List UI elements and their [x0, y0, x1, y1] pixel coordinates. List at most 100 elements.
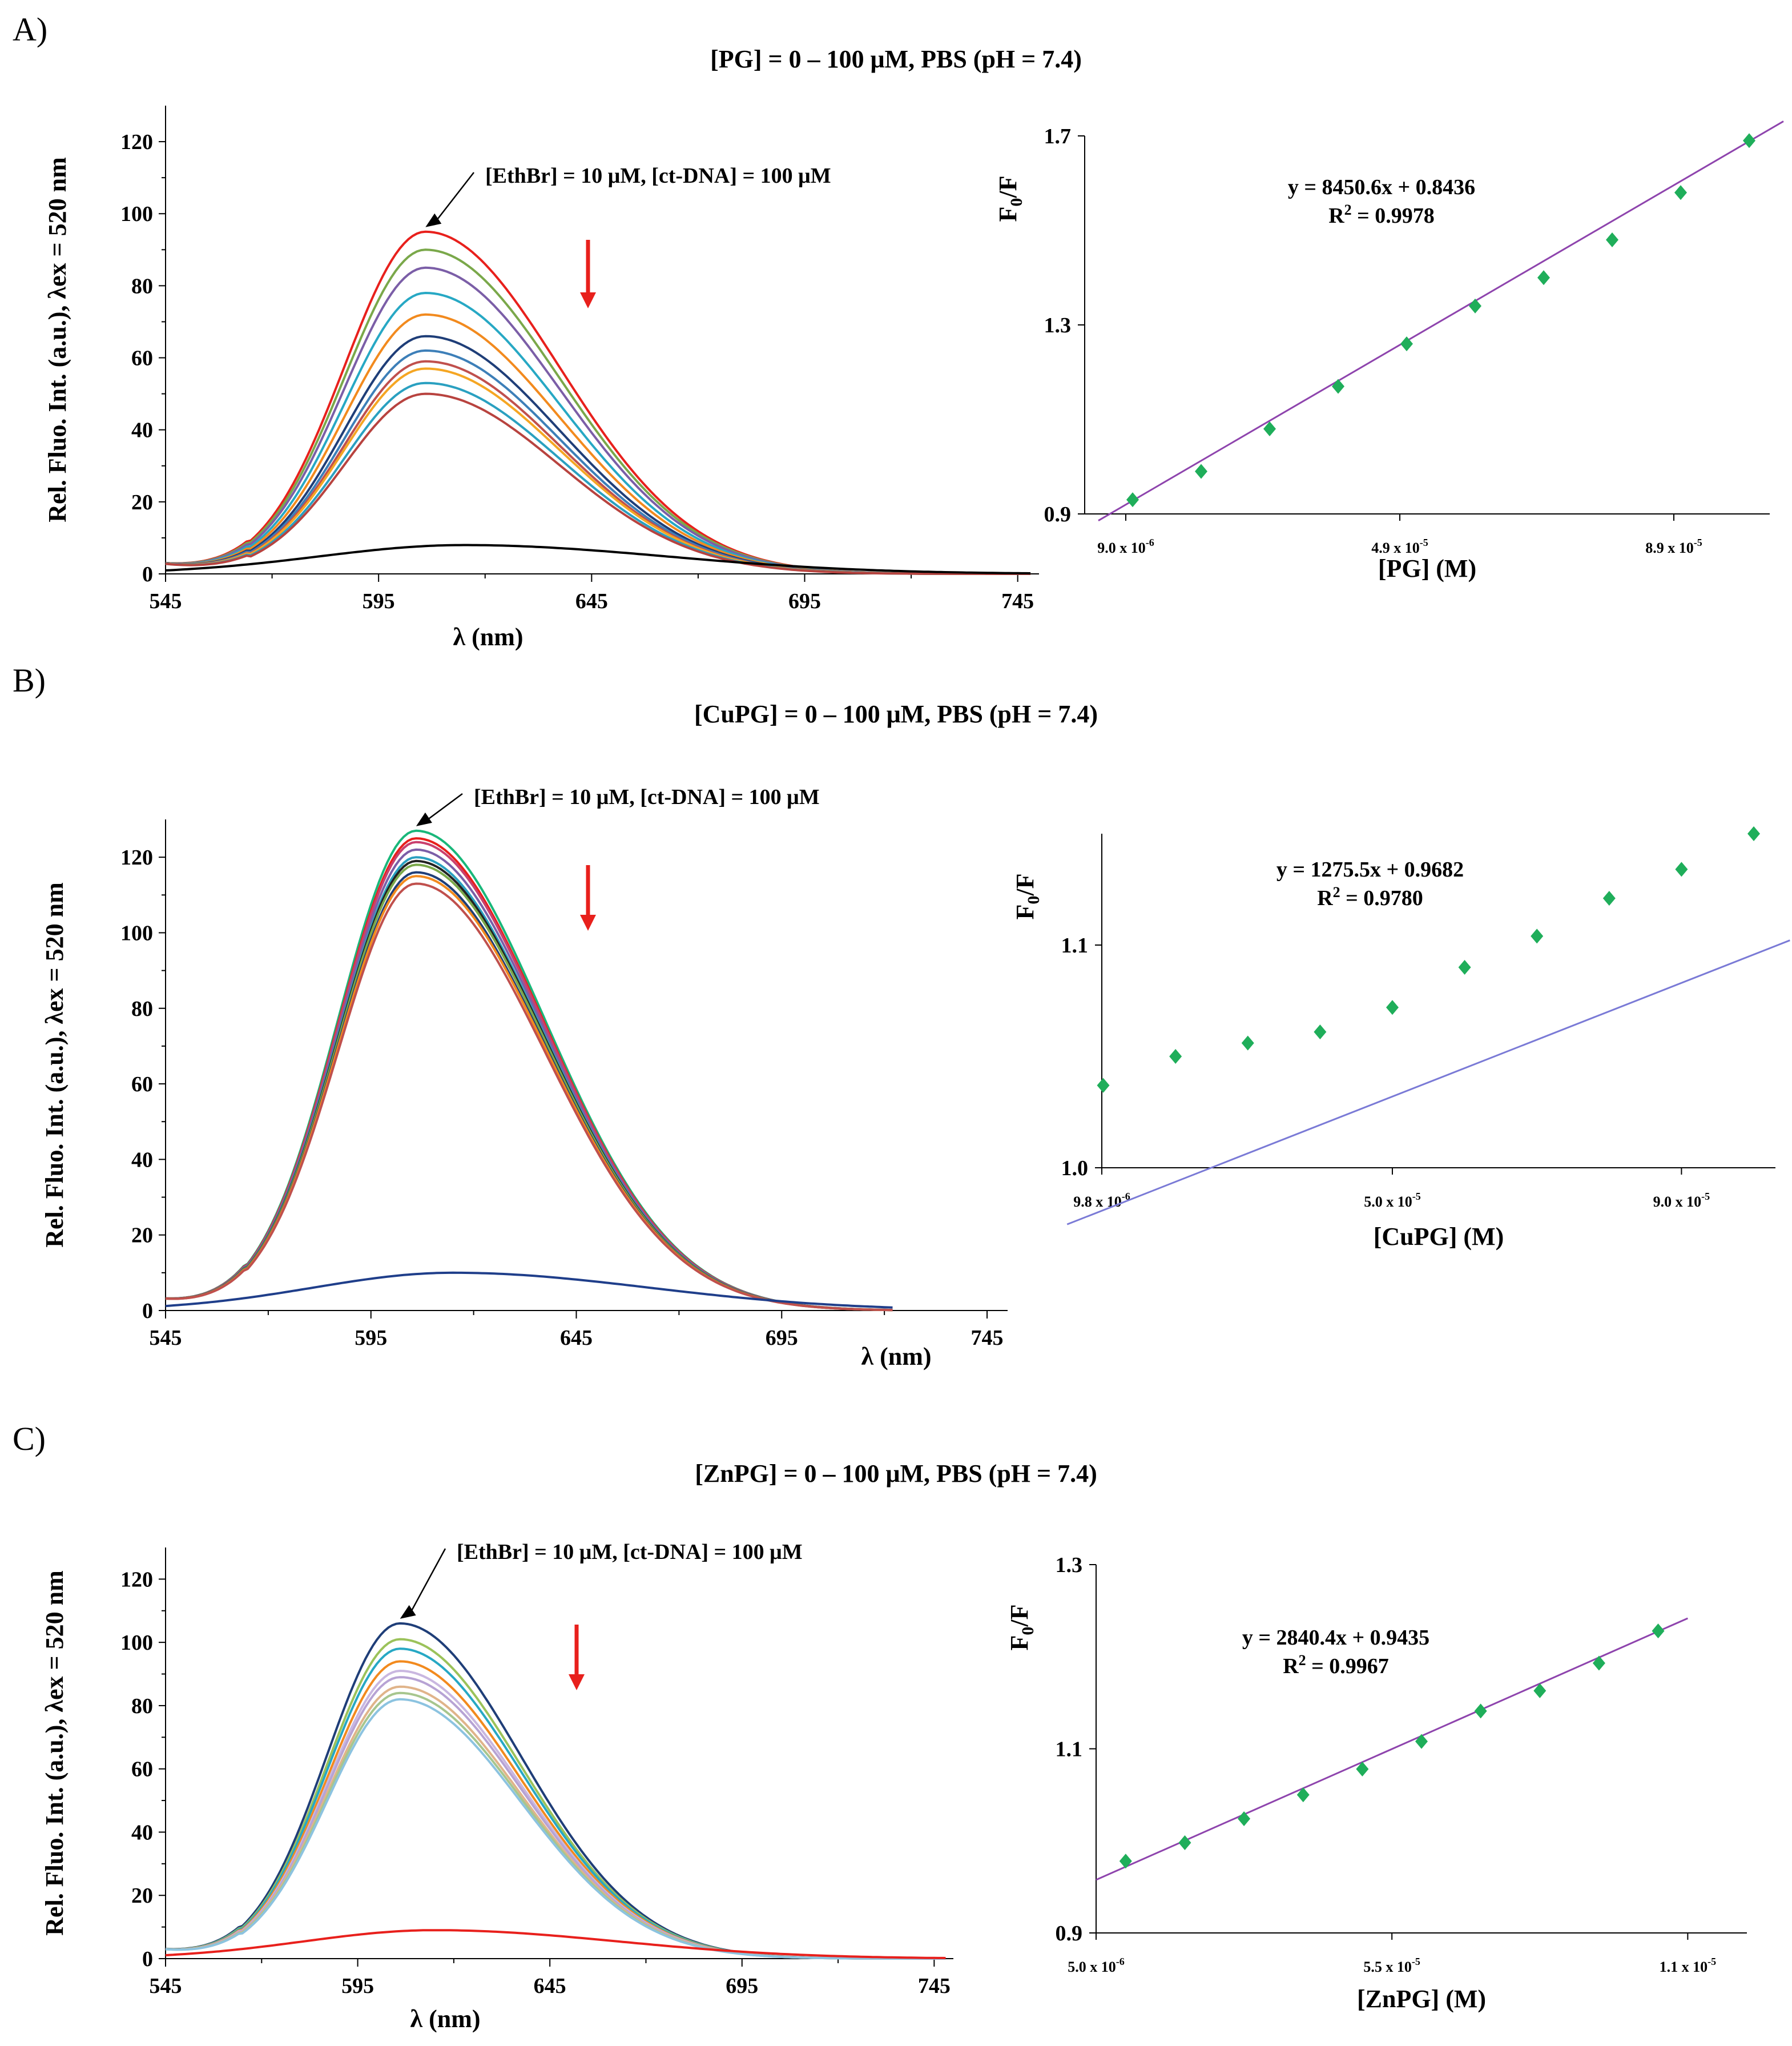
y-axis-label: F0/F	[1011, 874, 1043, 920]
data-point	[1241, 1035, 1254, 1051]
series-line-1	[165, 1622, 946, 1960]
x-tick-label: 695	[766, 1326, 798, 1350]
r-squared: R2 = 0.9978	[1328, 202, 1435, 228]
y-tick-label: 80	[131, 997, 153, 1021]
panel-label-c: C)	[13, 1420, 46, 1457]
x-tick-label: 695	[788, 589, 821, 613]
x-tick-label: 545	[150, 589, 182, 613]
x-tick-label: 745	[1001, 589, 1034, 613]
series-line-3	[165, 841, 893, 1312]
y-tick-label: 1.1	[1061, 934, 1089, 958]
x-tick-label: 4.9 x 10-5	[1371, 537, 1428, 556]
x-axis-label: λ (nm)	[453, 623, 523, 651]
x-tick-label: 9.8 x 10-6	[1073, 1191, 1130, 1210]
x-axis-label: [ZnPG] (M)	[1357, 1985, 1486, 2013]
x-tick-label: 5.5 x 10-5	[1363, 1956, 1420, 1975]
data-point	[1747, 826, 1761, 841]
y-tick-label: 1.3	[1044, 313, 1072, 337]
r-squared: R2 = 0.9780	[1317, 884, 1423, 910]
spectrum-chart-a: 0 20 40 60 80 100 120 545 595 645 695 745 λ (nm) Rel.…	[43, 106, 1039, 651]
y-tick-label: 1.3	[1056, 1553, 1083, 1577]
y-tick-label: 0.9	[1044, 503, 1072, 526]
y-tick-label: 0	[142, 1947, 153, 1971]
y-tick-label: 60	[131, 1072, 153, 1096]
data-point	[1743, 133, 1755, 148]
fit-line	[1096, 1617, 1688, 1881]
data-point	[1537, 270, 1550, 286]
series-line-11	[165, 1271, 893, 1309]
y-tick-label: 20	[131, 1884, 153, 1908]
data-point	[1458, 960, 1471, 975]
spectrum-chart-b: 0 20 40 60 80 100 120 545 595 645 695 745 λ (nm) Rel.…	[41, 785, 1008, 1370]
x-tick-label: 8.9 x 10-5	[1645, 537, 1702, 556]
data-point	[1386, 1000, 1399, 1015]
y-tick-label: 40	[131, 1820, 153, 1844]
data-point	[1195, 464, 1207, 479]
data-point	[1400, 336, 1413, 352]
data-point	[1606, 232, 1618, 248]
series-line-9	[165, 875, 893, 1312]
y-tick-label: 100	[120, 1631, 153, 1655]
annotation-text: [EthBr] = 10 μM, [ct-DNA] = 100 μM	[485, 164, 831, 188]
x-tick-label: 595	[341, 1974, 374, 1998]
x-axis-label: [CuPG] (M)	[1374, 1223, 1504, 1251]
data-point	[1126, 492, 1139, 508]
y-tick-label: 60	[131, 347, 153, 371]
annotation-arrowhead	[416, 812, 432, 826]
panel-title-c: [ZnPG] = 0 – 100 μM, PBS (pH = 7.4)	[695, 1460, 1097, 1488]
series-line-5	[165, 313, 1031, 575]
y-axis-label: Rel. Fluo. Int. (a.u.), λex = 520 nm	[43, 157, 71, 522]
data-point	[1602, 891, 1616, 906]
panel-label-a: A)	[13, 11, 48, 48]
y-axis-label: Rel. Fluo. Int. (a.u.), λex = 520 nm	[41, 1570, 69, 1935]
decrease-arrow-head	[580, 292, 596, 308]
y-tick-label: 1.1	[1056, 1738, 1083, 1762]
series-line-7	[165, 863, 893, 1312]
data-point	[1238, 1811, 1251, 1827]
x-tick-label: 695	[726, 1974, 758, 1998]
y-tick-label: 20	[131, 1224, 153, 1248]
decrease-arrow-head	[580, 915, 596, 931]
x-tick-label: 9.0 x 10-6	[1097, 537, 1154, 556]
annotation-text: [EthBr] = 10 μM, [ct-DNA] = 100 μM	[474, 785, 820, 809]
series-line-6	[165, 335, 1031, 575]
data-point	[1332, 379, 1344, 394]
y-tick-label: 120	[120, 1567, 153, 1591]
data-point	[1178, 1835, 1191, 1850]
data-point	[1314, 1024, 1327, 1040]
r-squared: R2 = 0.9967	[1283, 1652, 1389, 1678]
x-tick-label: 9.0 x 10-5	[1653, 1191, 1710, 1210]
data-point	[1592, 1655, 1605, 1671]
y-axis-label: Rel. Fluo. Int. (a.u.), λex = 520 nm	[41, 882, 69, 1247]
series-line-11	[165, 392, 1031, 575]
x-tick-label: 545	[150, 1326, 182, 1350]
annotation-arrowhead	[400, 1605, 416, 1619]
data-point	[1263, 421, 1276, 437]
fit-line	[1098, 120, 1784, 522]
series-line-12	[165, 544, 1031, 574]
x-tick-label: 545	[150, 1974, 182, 1998]
data-point	[1674, 185, 1687, 200]
annotation-pointer	[409, 1548, 446, 1614]
x-tick-label: 745	[918, 1974, 951, 1998]
x-tick-label: 5.0 x 10-5	[1364, 1191, 1421, 1210]
spectrum-chart-c: 0 20 40 60 80 100 120 545 595 645 695 745 λ (nm) Rel.…	[41, 1540, 953, 2033]
x-axis-label: λ (nm)	[410, 2005, 480, 2033]
y-tick-label: 0	[142, 1299, 153, 1323]
y-tick-label: 40	[131, 419, 153, 443]
panel-label-b: B)	[13, 662, 46, 699]
fit-equation: y = 8450.6x + 0.8436	[1288, 175, 1475, 199]
stern-volmer-chart-c: 0.9 1.1 1.3 5.0 x 10-6 5.5 x 10-5 1.1 x 10-5 […	[1005, 1553, 1747, 2013]
annotation-pointer	[426, 793, 463, 821]
y-axis-label: F0/F	[994, 176, 1026, 222]
data-point	[1415, 1734, 1428, 1749]
panel-title-b: [CuPG] = 0 – 100 μM, PBS (pH = 7.4)	[694, 700, 1098, 728]
x-axis-label: [PG] (M)	[1378, 554, 1476, 582]
series-line-3	[165, 266, 1031, 575]
stern-volmer-chart-b: 1.0 1.1 9.8 x 10-6 5.0 x 10-5 9.0 x 10-5 [CuP…	[1011, 826, 1790, 1251]
x-tick-label: 1.1 x 10-5	[1660, 1956, 1717, 1975]
series-line-9	[165, 1698, 946, 1960]
series-line-2	[165, 837, 893, 1312]
y-tick-label: 40	[131, 1148, 153, 1172]
series-line-8	[165, 360, 1031, 575]
